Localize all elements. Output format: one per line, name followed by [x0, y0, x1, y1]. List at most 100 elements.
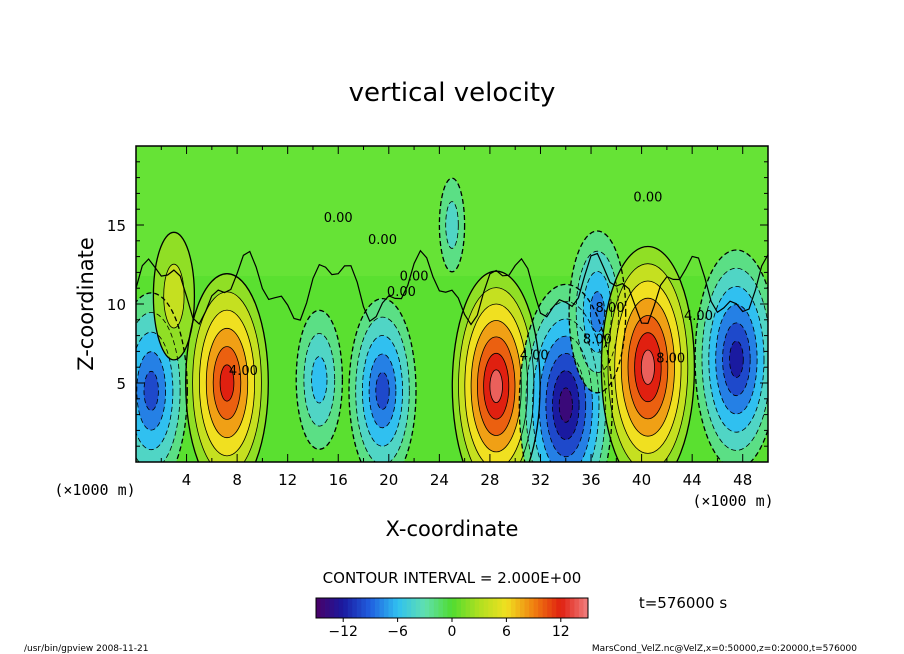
velocity-level-8-6 — [641, 350, 655, 385]
contour-label: 4.00 — [229, 364, 258, 379]
contour-line-10-0 — [438, 177, 466, 273]
colorbar-segment — [433, 598, 439, 618]
colorbar-segment — [384, 598, 389, 618]
colorbar-segment — [352, 598, 358, 618]
contour-labels: 0.000.000.000.004.004.004.008.008.008.00… — [229, 190, 713, 379]
x-tick-label: 4 — [182, 471, 192, 489]
contour-line-8-5 — [634, 332, 662, 403]
contour-label: 0.00 — [324, 211, 353, 226]
velocity-level-0-4 — [144, 371, 159, 411]
contour-line-5-5 — [483, 352, 510, 420]
velocity-level-3-2 — [311, 356, 327, 403]
colorbar-segment — [547, 598, 553, 618]
velocity-level-6-6 — [559, 387, 573, 423]
colorbar-segment — [551, 598, 557, 618]
contour-line-8-3 — [620, 297, 675, 437]
colorbar-segment — [474, 598, 480, 618]
colorbar-segment — [429, 598, 435, 618]
contour-line-5-3 — [470, 320, 522, 453]
velocity-level-5-6 — [489, 369, 503, 403]
x-unit-label: (×1000 m) — [692, 492, 773, 510]
contour-line-10-1 — [445, 201, 459, 249]
contour-line-5-4 — [477, 336, 516, 436]
colorbar-tick-label: 12 — [552, 624, 570, 640]
contour-line-0-1 — [136, 312, 181, 462]
colorbar-segment — [334, 598, 340, 618]
contour-line-7-3 — [589, 291, 605, 333]
colorbar — [315, 597, 589, 619]
colorbar-segment — [574, 598, 580, 618]
zero-contour — [136, 249, 768, 326]
contour-interval-label: CONTOUR INTERVAL = 2.000E+00 — [323, 569, 582, 587]
colorbar-segment — [470, 598, 476, 618]
contour-line-0-2 — [136, 331, 174, 451]
contour-line-6-4 — [545, 352, 587, 458]
colorbar-segment — [447, 598, 453, 618]
x-tick-label: 32 — [531, 471, 550, 489]
colorbar-segment — [438, 598, 444, 618]
contour-line-5-1 — [458, 287, 535, 462]
colorbar-segment — [465, 598, 471, 618]
y-tick-label: 15 — [107, 217, 126, 235]
colorbar-segment — [578, 598, 584, 618]
colorbar-segment — [379, 598, 385, 618]
contour-line-4-3 — [368, 353, 397, 429]
colorbar-segment — [524, 598, 530, 618]
contour-line-4-4 — [375, 371, 390, 410]
contour-label: 8.00 — [656, 352, 685, 367]
x-tick-label: 44 — [683, 471, 702, 489]
x-tick-label: 24 — [430, 471, 449, 489]
x-tick-label: 48 — [733, 471, 752, 489]
time-label: t=576000 s — [639, 594, 727, 612]
contour-line-3-1 — [303, 333, 336, 427]
colorbar-segment — [442, 598, 448, 618]
colorbar-tick-label: −12 — [328, 624, 358, 640]
velocity-cells — [136, 178, 768, 462]
colorbar-tick-label: 0 — [448, 624, 457, 640]
colorbar-ticks: −12 −6 0 6 12 — [328, 618, 570, 640]
contour-line-2-4 — [212, 346, 242, 420]
velocity-level-2-5 — [220, 364, 234, 402]
contour-line-7-2 — [582, 271, 612, 353]
colorbar-segment — [452, 598, 457, 618]
colorbar-segment — [325, 598, 330, 618]
contour-line-6-5 — [552, 370, 580, 441]
y-tick-label: 10 — [107, 296, 126, 314]
contour-line-4-2 — [361, 335, 403, 447]
colorbar-segment — [501, 598, 507, 618]
contour-lines — [136, 177, 768, 462]
contour-line-9-2 — [708, 285, 765, 433]
colorbar-segment — [456, 598, 462, 618]
colorbar-segment — [370, 598, 376, 618]
x-tick-label: 36 — [581, 471, 600, 489]
contour-line-8-6 — [640, 349, 655, 385]
contour-label: 0.00 — [633, 190, 662, 205]
contour-label: 0.00 — [368, 233, 397, 248]
x-tick-label: 28 — [480, 471, 499, 489]
y-axis-ticks: 5 10 15 — [107, 161, 768, 447]
colorbar-segment — [316, 598, 321, 618]
colorbar-segment — [402, 598, 408, 618]
contour-line-6-1 — [525, 301, 607, 462]
contour-line-3-0 — [295, 309, 344, 450]
contour-line-6-2 — [532, 318, 600, 462]
contour-line-9-4 — [722, 322, 751, 397]
colorbar-segment — [338, 598, 344, 618]
colorbar-segment — [356, 598, 362, 618]
contour-line-8-1 — [607, 263, 689, 462]
colorbar-segment — [424, 598, 430, 618]
colorbar-segment — [488, 598, 494, 618]
velocity-level-9-5 — [729, 341, 744, 378]
y-tick-label: 5 — [116, 375, 126, 393]
colorbar-segment — [365, 598, 371, 618]
contour-label: 0.00 — [400, 269, 429, 284]
colorbar-segment — [520, 598, 525, 618]
colorbar-segment — [515, 598, 521, 618]
colorbar-segment — [497, 598, 503, 618]
colorbar-segment — [506, 598, 512, 618]
colorbar-tick-label: −6 — [387, 624, 408, 640]
chart-title: vertical velocity — [349, 78, 556, 108]
colorbar-tick-label: 6 — [502, 624, 511, 640]
y-unit-label: (×1000 m) — [54, 481, 135, 499]
colorbar-segment — [374, 598, 380, 618]
